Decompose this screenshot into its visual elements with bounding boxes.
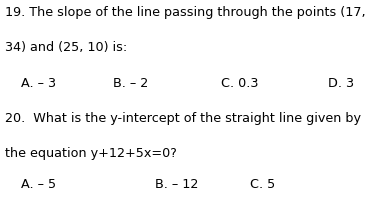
Text: C. 0.3: C. 0.3 — [221, 76, 259, 89]
Text: C. 5: C. 5 — [250, 177, 275, 190]
Text: B. – 12: B. – 12 — [155, 177, 199, 190]
Text: 19. The slope of the line passing through the points (17,: 19. The slope of the line passing throug… — [5, 6, 365, 19]
Text: A. – 5: A. – 5 — [21, 177, 57, 190]
Text: B. – 2: B. – 2 — [113, 76, 148, 89]
Text: D. 3: D. 3 — [328, 76, 354, 89]
Text: 20.  What is the y-intercept of the straight line given by: 20. What is the y-intercept of the strai… — [5, 111, 361, 124]
Text: A. – 3: A. – 3 — [21, 76, 57, 89]
Text: 34) and (25, 10) is:: 34) and (25, 10) is: — [5, 41, 127, 54]
Text: the equation y+12+5x=0?: the equation y+12+5x=0? — [5, 146, 177, 159]
